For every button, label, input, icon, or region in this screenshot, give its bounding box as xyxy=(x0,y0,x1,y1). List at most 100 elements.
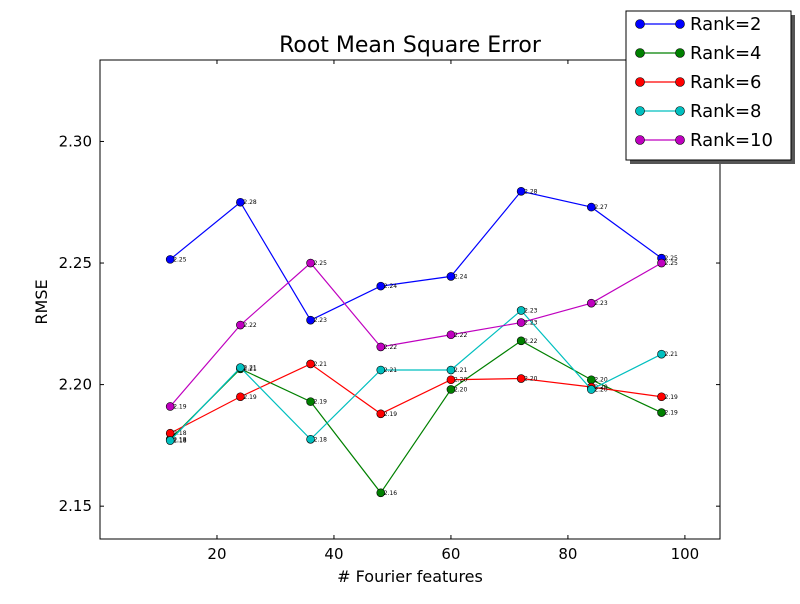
data-label: 2.22 xyxy=(384,344,398,351)
data-label: 2.22 xyxy=(524,338,538,345)
x-tick-label: 60 xyxy=(441,545,460,563)
y-tick-label: 2.15 xyxy=(59,497,92,515)
data-label: 2.24 xyxy=(384,283,398,290)
data-point xyxy=(657,392,666,402)
legend-marker xyxy=(675,19,685,29)
data-point xyxy=(165,255,175,264)
data-label: 2.28 xyxy=(524,188,538,195)
legend-marker xyxy=(635,19,645,29)
series-rank-10: 2.19 2.22 2.25 2.22 2.22 2.23 2.23 2.25 xyxy=(165,258,679,411)
data-label: 2.20 xyxy=(594,377,608,384)
legend: Rank=2 Rank=4 Rank=6 Rank=8 Rank=10 xyxy=(625,10,795,164)
legend-label: Rank=4 xyxy=(690,43,762,64)
legend-marker xyxy=(635,77,645,87)
data-point xyxy=(587,385,596,394)
plot-border xyxy=(99,59,721,540)
y-tick-label: 2.30 xyxy=(59,132,92,150)
data-point xyxy=(165,436,175,445)
data-label: 2.21 xyxy=(243,365,257,372)
data-point xyxy=(446,272,456,281)
x-axis-title: # Fourier features xyxy=(337,567,483,586)
y-axis-title: RMSE xyxy=(32,279,51,324)
data-point xyxy=(236,392,245,402)
legend-marker xyxy=(675,135,685,145)
data-label: 2.20 xyxy=(594,384,608,391)
data-point xyxy=(587,202,596,212)
data-point xyxy=(657,408,666,417)
data-label: 2.19 xyxy=(243,394,257,401)
data-point xyxy=(306,258,315,268)
series-line xyxy=(169,363,662,434)
series-line xyxy=(169,340,662,494)
data-point xyxy=(306,397,315,406)
data-point xyxy=(516,336,526,346)
legend-label: Rank=10 xyxy=(690,130,773,151)
data-label: 2.25 xyxy=(665,255,679,262)
data-label: 2.27 xyxy=(594,204,608,211)
data-label: 2.19 xyxy=(665,410,679,417)
data-point xyxy=(446,330,456,340)
legend-marker xyxy=(675,77,685,87)
data-point xyxy=(516,306,526,315)
data-label: 2.22 xyxy=(243,322,257,329)
legend-label: Rank=6 xyxy=(690,72,762,93)
data-point xyxy=(376,281,386,291)
data-label: 2.24 xyxy=(454,273,468,280)
series-rank-2: 2.25 2.28 2.23 2.24 2.24 2.28 2.27 2.25 xyxy=(165,186,679,325)
data-label: 2.18 xyxy=(314,436,328,443)
axis-ticks: 20 40 60 80 100 2.15 2.20 2.25 2.30 xyxy=(59,60,720,563)
data-label: 2.19 xyxy=(384,411,398,418)
legend-label: Rank=8 xyxy=(690,101,762,122)
data-point xyxy=(587,298,596,308)
series-line xyxy=(169,190,662,321)
data-label: 2.22 xyxy=(454,332,468,339)
data-label: 2.21 xyxy=(243,366,257,373)
data-point xyxy=(516,186,526,196)
x-tick-label: 100 xyxy=(671,545,700,563)
data-point xyxy=(376,409,386,419)
data-label: 2.19 xyxy=(173,403,187,410)
x-tick-label: 20 xyxy=(207,545,226,563)
data-point xyxy=(306,359,315,369)
data-label: 2.21 xyxy=(384,367,398,374)
legend-marker xyxy=(635,48,645,58)
data-label: 2.18 xyxy=(173,430,187,437)
legend-item: Rank=2 xyxy=(635,14,762,35)
data-label: 2.19 xyxy=(314,399,328,406)
data-label: 2.21 xyxy=(665,351,679,358)
series-rank-8: 2.18 2.21 2.18 2.21 2.21 2.23 2.20 2.21 xyxy=(165,306,679,445)
data-point xyxy=(657,349,666,359)
data-label: 2.21 xyxy=(314,361,328,368)
x-tick-label: 40 xyxy=(324,545,343,563)
data-point xyxy=(165,402,175,411)
y-tick-label: 2.25 xyxy=(59,254,92,272)
data-point xyxy=(446,375,456,385)
data-label: 2.23 xyxy=(524,320,538,327)
data-label: 2.20 xyxy=(454,386,468,393)
series-rank-4: 2.18 2.21 2.19 2.16 2.20 2.22 2.20 2.19 xyxy=(165,336,679,498)
data-label: 2.18 xyxy=(173,438,187,445)
data-label: 2.28 xyxy=(243,199,257,206)
data-label: 2.16 xyxy=(384,490,398,497)
data-label: 2.20 xyxy=(524,376,538,383)
legend-item: Rank=8 xyxy=(635,101,762,122)
data-label: 2.19 xyxy=(665,394,679,401)
data-label: 2.25 xyxy=(173,256,187,263)
data-label: 2.25 xyxy=(665,260,679,267)
data-point xyxy=(446,385,456,394)
legend-marker xyxy=(675,48,685,58)
legend-marker xyxy=(635,106,645,116)
data-label: 2.23 xyxy=(314,317,328,324)
data-label: 2.25 xyxy=(314,260,328,267)
data-point xyxy=(306,315,315,325)
data-label: 2.20 xyxy=(594,386,608,393)
data-point xyxy=(516,318,526,327)
y-tick-label: 2.20 xyxy=(59,376,92,394)
plot-frame xyxy=(99,59,721,540)
data-point xyxy=(236,363,245,372)
legend-marker xyxy=(635,135,645,145)
data-point xyxy=(376,488,386,498)
series-line xyxy=(169,309,662,441)
data-point xyxy=(306,435,315,444)
